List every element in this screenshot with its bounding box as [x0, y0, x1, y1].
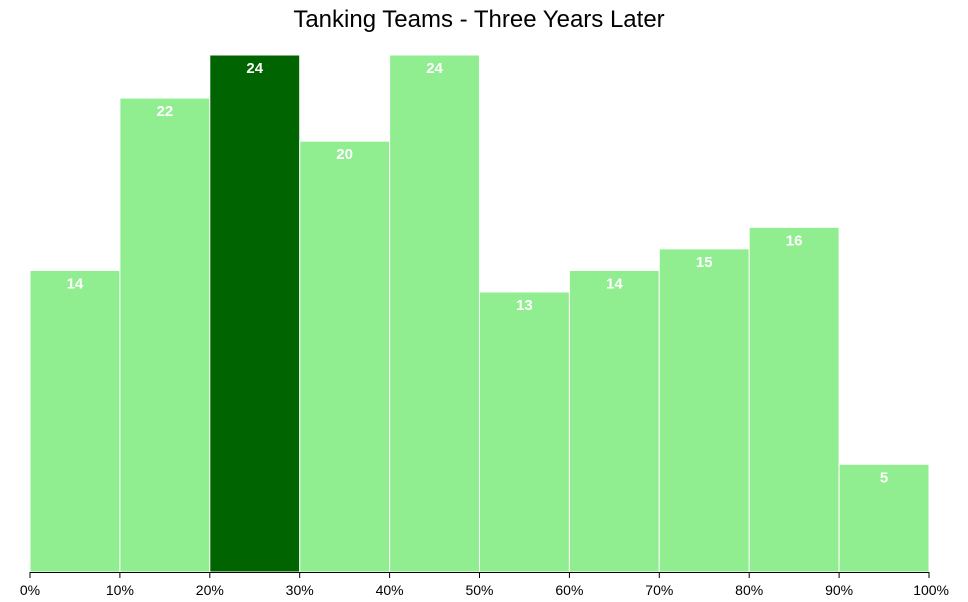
x-tick-label: 20% — [196, 582, 224, 598]
bar-30-40 — [299, 140, 391, 573]
x-tick-label: 40% — [376, 582, 404, 598]
bar-40-50 — [389, 54, 481, 573]
x-tick-label: 10% — [106, 582, 134, 598]
bar-50-60 — [479, 291, 570, 573]
bar-60-70 — [568, 269, 660, 573]
x-tick-label: 0% — [20, 582, 40, 598]
bar-80-90 — [748, 226, 840, 573]
x-axis: 0% 10% 20% 30% 40% 50% 60% 70% 80% 90% 100% — [20, 572, 949, 598]
bar-10-20 — [119, 97, 211, 573]
x-tick-label: 30% — [286, 582, 314, 598]
x-tick-label: 70% — [645, 582, 673, 598]
bar-value-label: 5 — [880, 469, 888, 486]
chart-title: Tanking Teams - Three Years Later — [293, 6, 665, 33]
bar-value-label: 22 — [157, 103, 174, 120]
bar-value-label: 15 — [696, 254, 713, 271]
bar-value-label: 14 — [67, 275, 84, 292]
bar-0-10 — [29, 269, 121, 573]
bars-layer: 14 22 24 20 24 13 14 15 16 5 — [29, 54, 930, 573]
bar-value-label: 14 — [606, 275, 623, 292]
bar-value-label: 13 — [516, 297, 533, 314]
bar-value-label: 24 — [246, 60, 263, 77]
bar-value-label: 20 — [336, 146, 353, 163]
x-tick-label: 100% — [913, 582, 949, 598]
bar-90-100 — [838, 463, 930, 573]
x-tick-label: 80% — [735, 582, 763, 598]
bar-value-label: 16 — [786, 232, 803, 249]
bar-value-label: 24 — [426, 60, 443, 77]
x-tick-label: 90% — [825, 582, 853, 598]
x-tick-label: 60% — [555, 582, 583, 598]
x-tick-label: 50% — [465, 582, 493, 598]
bar-70-80 — [658, 248, 750, 573]
bar-20-30 — [209, 54, 301, 573]
